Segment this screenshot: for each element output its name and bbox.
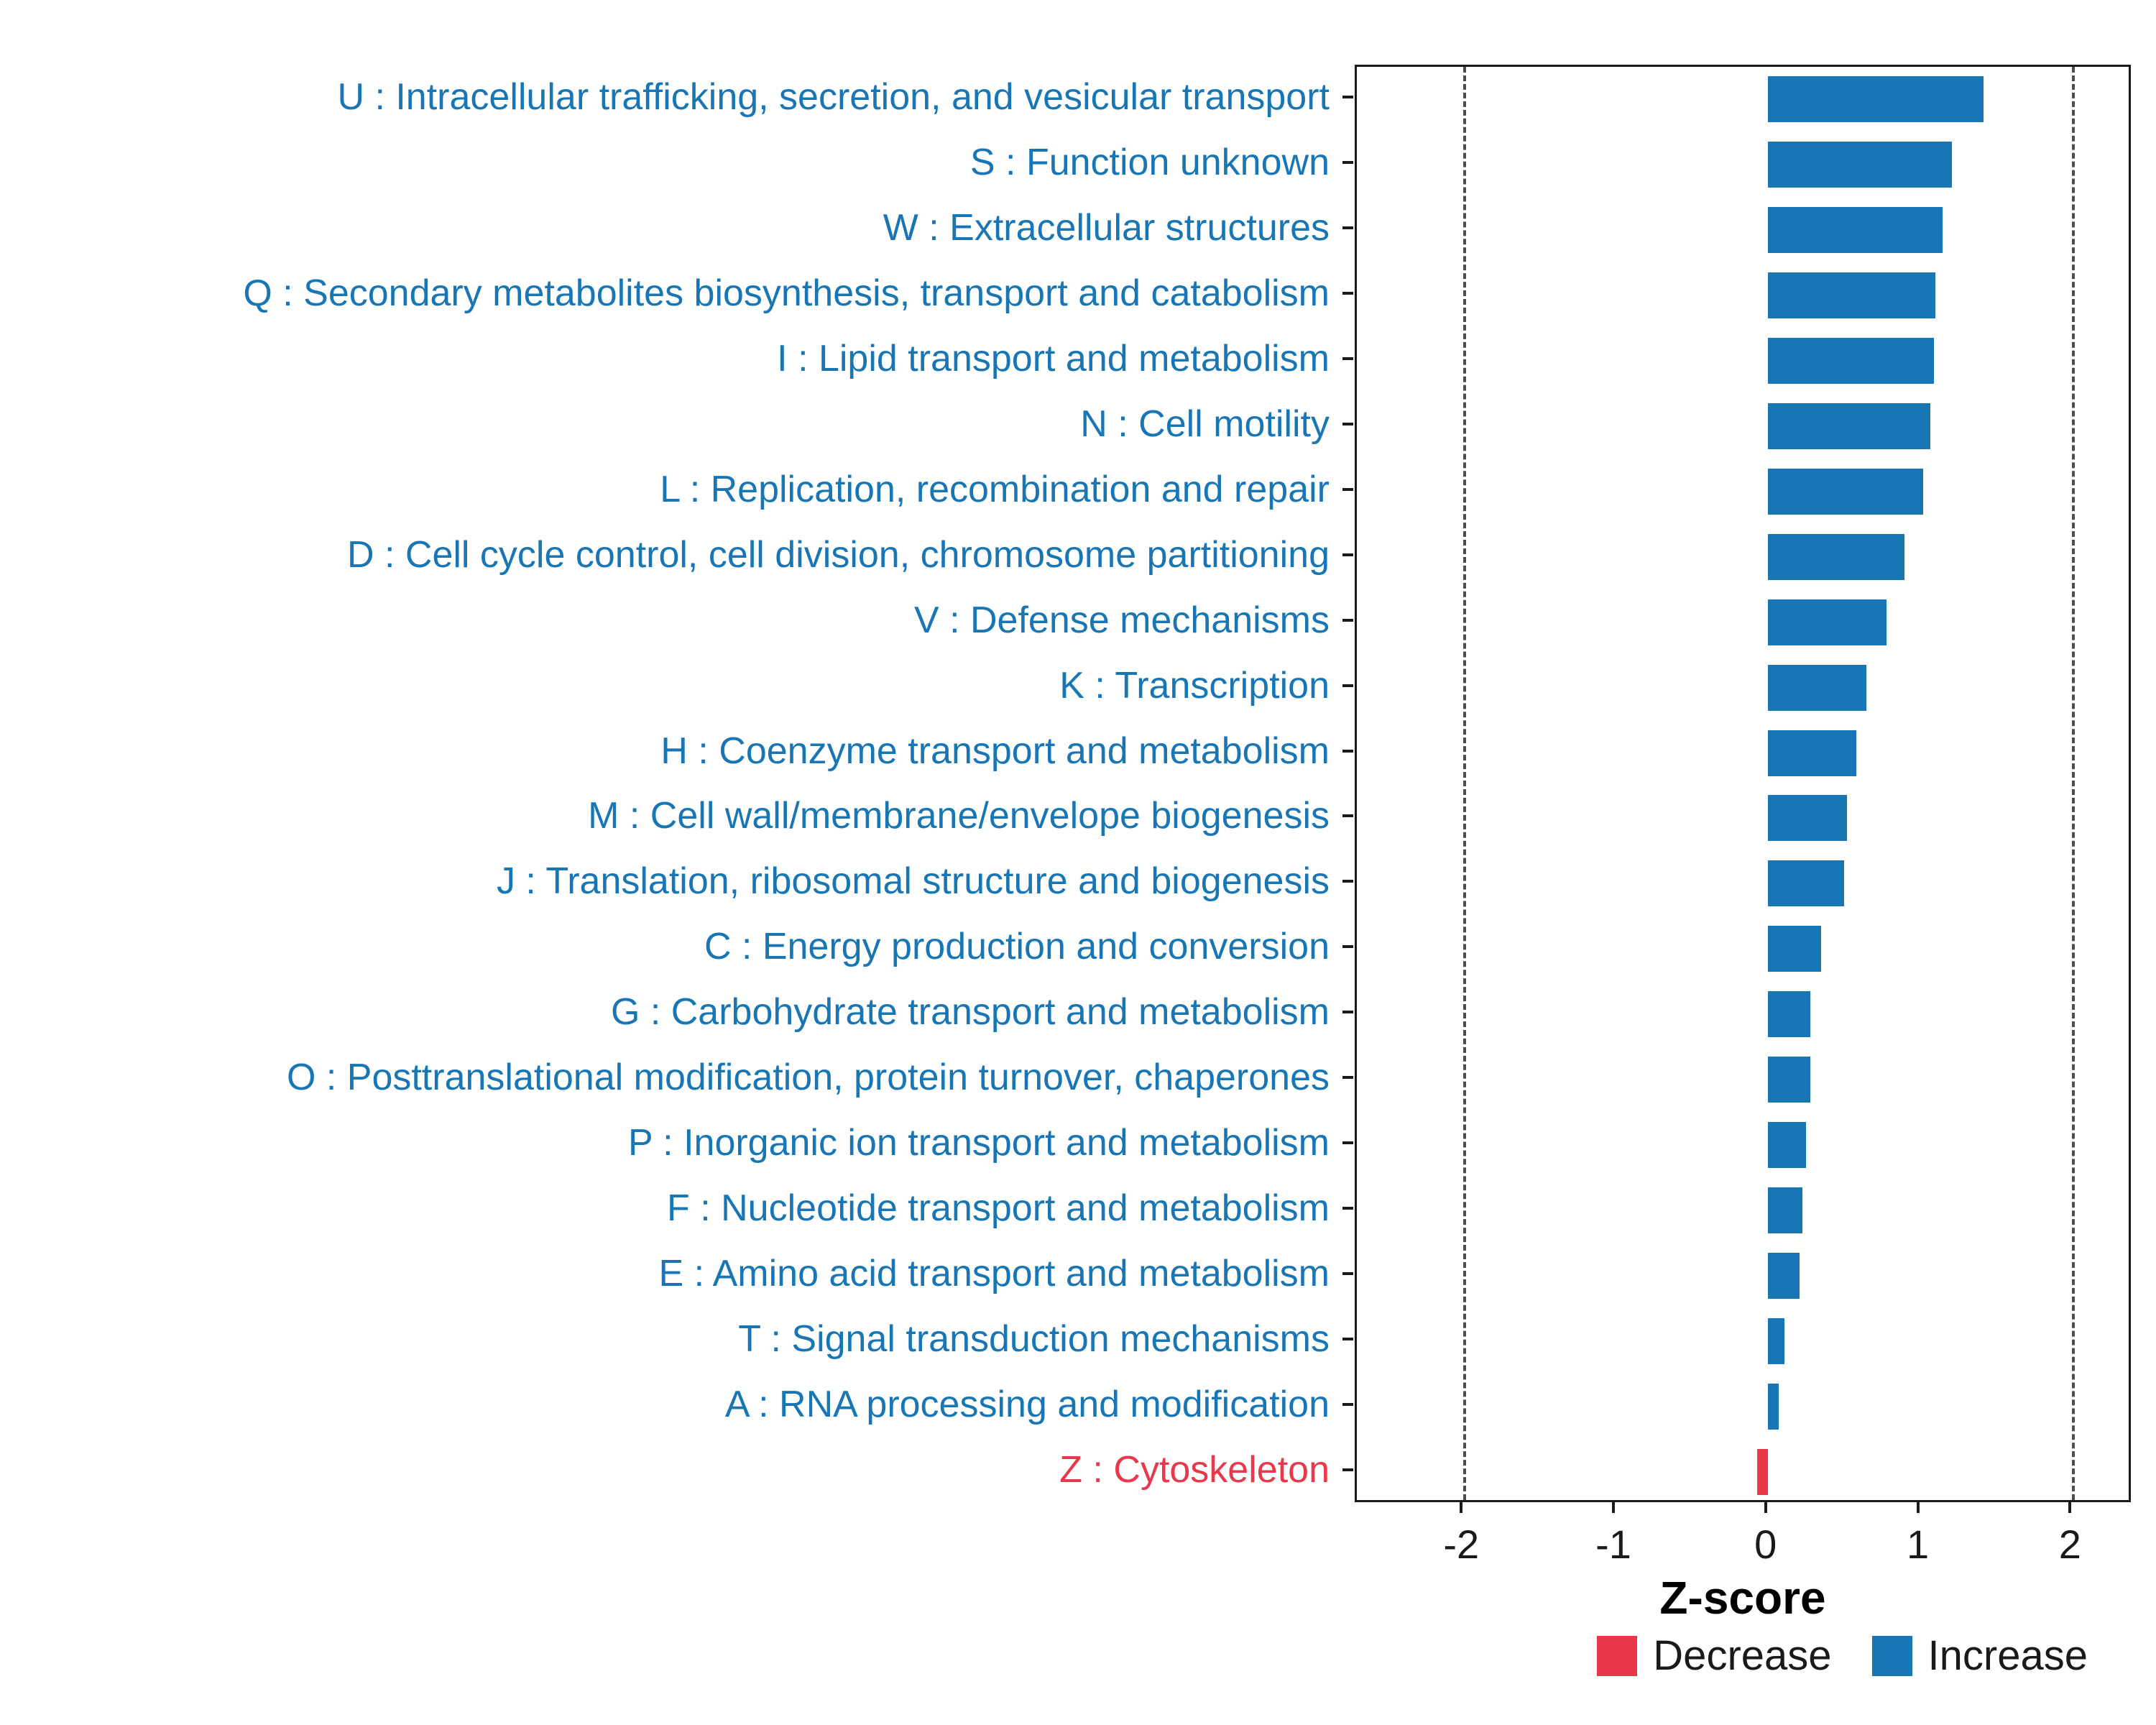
- legend-item: Increase: [1871, 1632, 2088, 1680]
- x-tick: [2068, 1502, 2072, 1513]
- bar: [1767, 468, 1923, 515]
- bar: [1767, 1057, 1811, 1103]
- y-tick: [1342, 1011, 1353, 1014]
- category-label: Z : Cytoskeleton: [1059, 1448, 1330, 1491]
- category-label: P : Inorganic ion transport and metaboli…: [627, 1121, 1330, 1164]
- bar: [1767, 76, 1984, 123]
- category-label: F : Nucleotide transport and metabolism: [667, 1187, 1330, 1229]
- bar: [1767, 1252, 1800, 1299]
- legend-item: Decrease: [1597, 1632, 1832, 1680]
- y-tick: [1342, 423, 1353, 426]
- y-tick: [1342, 1337, 1353, 1340]
- bar: [1767, 142, 1952, 188]
- y-tick: [1342, 1141, 1353, 1144]
- category-label: C : Energy production and conversion: [704, 926, 1330, 968]
- y-tick: [1342, 1468, 1353, 1471]
- x-tick-label: -1: [1595, 1522, 1631, 1567]
- legend-swatch: [1597, 1635, 1638, 1676]
- category-label: U : Intracellular trafficking, secretion…: [337, 76, 1330, 119]
- y-tick: [1342, 1206, 1353, 1210]
- y-tick: [1342, 749, 1353, 753]
- bar: [1767, 338, 1934, 385]
- x-tick: [1916, 1502, 1920, 1513]
- y-tick: [1342, 161, 1353, 165]
- category-label: A : RNA processing and modification: [724, 1383, 1330, 1425]
- x-tick: [1460, 1502, 1463, 1513]
- category-label: H : Coenzyme transport and metabolism: [660, 730, 1330, 772]
- legend-label: Decrease: [1653, 1632, 1832, 1679]
- legend-swatch: [1871, 1635, 1912, 1676]
- y-tick: [1342, 96, 1353, 99]
- bar: [1767, 664, 1867, 711]
- category-label: I : Lipid transport and metabolism: [777, 338, 1330, 380]
- x-tick-label: 0: [1754, 1522, 1777, 1567]
- x-tick: [1764, 1502, 1767, 1513]
- bar: [1767, 1317, 1785, 1364]
- category-label: T : Signal transduction mechanisms: [738, 1317, 1330, 1360]
- dashed-guideline: [2072, 67, 2076, 1500]
- bar: [1767, 599, 1886, 645]
- y-tick: [1342, 684, 1353, 687]
- category-label: G : Carbohydrate transport and metabolis…: [610, 991, 1330, 1034]
- category-label: S : Function unknown: [969, 142, 1330, 184]
- x-tick-label: 1: [1906, 1522, 1930, 1567]
- y-tick: [1342, 880, 1353, 883]
- bar: [1767, 403, 1931, 449]
- bar: [1767, 926, 1821, 972]
- x-tick-label: 2: [2058, 1522, 2081, 1567]
- category-label: K : Transcription: [1059, 664, 1330, 707]
- bar: [1767, 207, 1943, 254]
- bar: [1767, 730, 1856, 776]
- category-label: E : Amino acid transport and metabolism: [658, 1252, 1330, 1294]
- x-axis-title: Z-score: [1659, 1572, 1826, 1624]
- legend: Decrease Increase: [1597, 1632, 2088, 1680]
- y-tick: [1342, 814, 1353, 818]
- y-tick: [1342, 357, 1353, 361]
- bar: [1767, 991, 1811, 1038]
- legend-label: Increase: [1927, 1632, 2088, 1679]
- y-tick: [1342, 945, 1353, 949]
- category-label: D : Cell cycle control, cell division, c…: [347, 533, 1330, 576]
- bar: [1767, 1122, 1806, 1168]
- plot-panel: [1355, 65, 2131, 1502]
- y-tick: [1342, 1402, 1353, 1406]
- y-tick: [1342, 226, 1353, 230]
- y-tick: [1342, 1271, 1353, 1275]
- y-tick: [1342, 618, 1353, 622]
- bar: [1767, 795, 1847, 842]
- y-tick: [1342, 487, 1353, 491]
- bar: [1767, 1187, 1803, 1233]
- category-label: L : Replication, recombination and repai…: [660, 468, 1330, 510]
- category-label: N : Cell motility: [1080, 402, 1330, 445]
- bar: [1767, 272, 1935, 319]
- bar: [1756, 1448, 1768, 1495]
- category-label: O : Posttranslational modification, prot…: [286, 1057, 1330, 1099]
- category-label: M : Cell wall/membrane/envelope biogenes…: [588, 795, 1330, 837]
- category-label: V : Defense mechanisms: [913, 599, 1330, 641]
- dashed-guideline: [1463, 67, 1467, 1500]
- y-tick: [1342, 1076, 1353, 1080]
- bar: [1767, 860, 1844, 907]
- x-tick-label: -2: [1443, 1522, 1480, 1567]
- x-tick: [1612, 1502, 1615, 1513]
- category-label: W : Extracellular structures: [883, 207, 1330, 249]
- category-label: Q : Secondary metabolites biosynthesis, …: [243, 272, 1330, 315]
- category-label: J : Translation, ribosomal structure and…: [496, 860, 1330, 903]
- y-axis-labels: U : Intracellular trafficking, secretion…: [0, 65, 1330, 1502]
- bar: [1767, 533, 1905, 580]
- y-tick: [1342, 553, 1353, 556]
- y-tick: [1342, 292, 1353, 295]
- bar: [1767, 1383, 1779, 1430]
